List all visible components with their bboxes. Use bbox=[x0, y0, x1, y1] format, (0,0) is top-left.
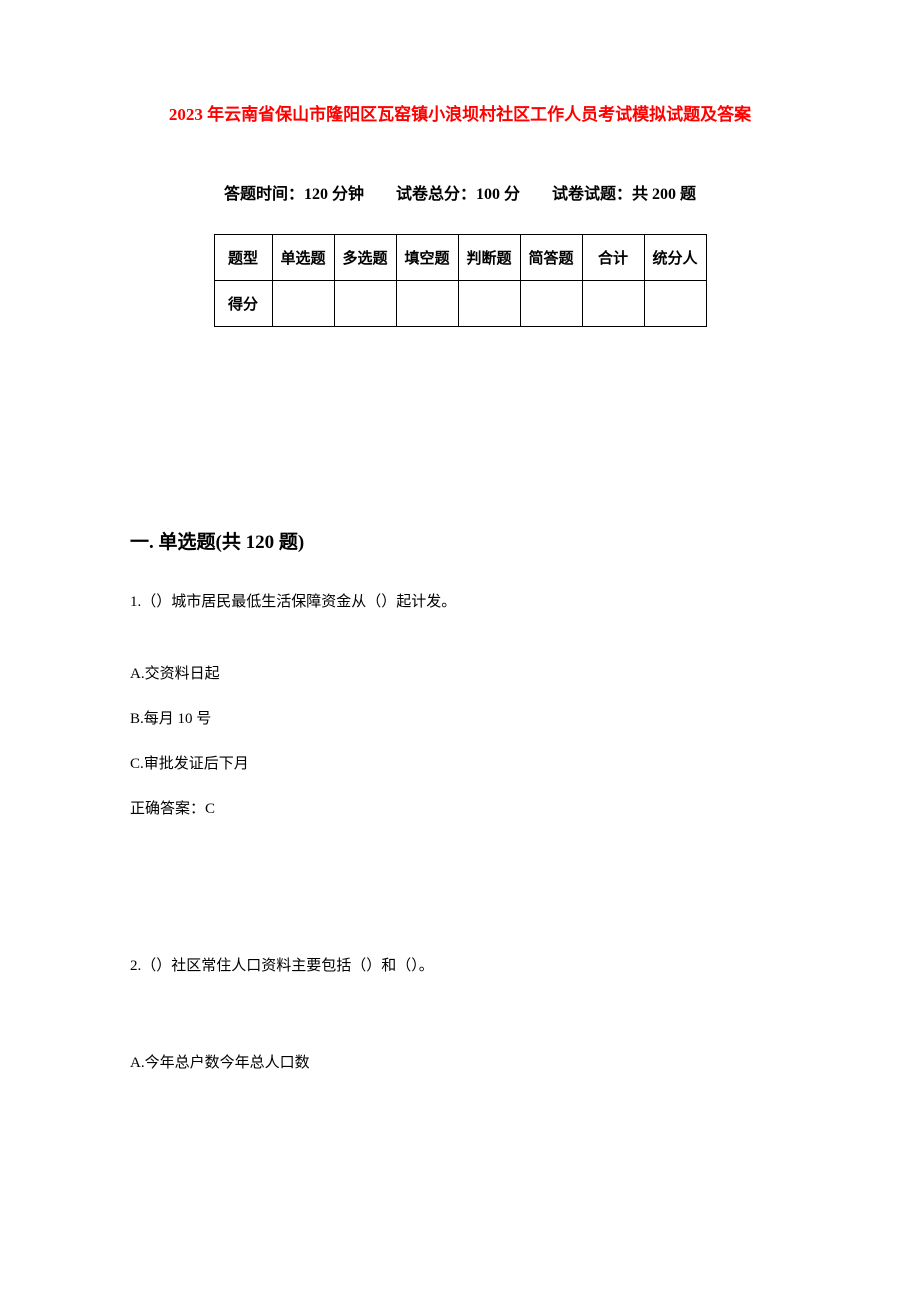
table-header-cell: 简答题 bbox=[520, 235, 582, 281]
score-table: 题型 单选题 多选题 填空题 判断题 简答题 合计 统分人 得分 bbox=[214, 234, 707, 327]
question-content: （）社区常住人口资料主要包括（）和（）。 bbox=[141, 958, 434, 974]
question-text: 2.（）社区常住人口资料主要包括（）和（）。 bbox=[130, 953, 790, 980]
question-number: 1. bbox=[130, 594, 141, 610]
option-text: 每月 10 号 bbox=[144, 711, 212, 727]
option-item: C.审批发证后下月 bbox=[130, 751, 790, 778]
option-text: 今年总户数今年总人口数 bbox=[145, 1055, 310, 1071]
document-subtitle: 答题时间：120 分钟 试卷总分：100 分 试卷试题：共 200 题 bbox=[130, 180, 790, 204]
table-score-row: 得分 bbox=[214, 281, 706, 327]
question-block: 2.（）社区常住人口资料主要包括（）和（）。 A.今年总户数今年总人口数 bbox=[130, 953, 790, 1077]
table-score-cell bbox=[272, 281, 334, 327]
answer-value: C bbox=[205, 801, 215, 817]
table-header-row: 题型 单选题 多选题 填空题 判断题 简答题 合计 统分人 bbox=[214, 235, 706, 281]
table-score-cell bbox=[396, 281, 458, 327]
table-header-cell: 填空题 bbox=[396, 235, 458, 281]
option-label: C. bbox=[130, 756, 144, 772]
option-text: 交资料日起 bbox=[145, 666, 220, 682]
option-item: A.交资料日起 bbox=[130, 661, 790, 688]
table-score-cell bbox=[334, 281, 396, 327]
table-score-label: 得分 bbox=[214, 281, 272, 327]
option-label: A. bbox=[130, 666, 145, 682]
question-text: 1.（）城市居民最低生活保障资金从（）起计发。 bbox=[130, 589, 790, 616]
option-text: 审批发证后下月 bbox=[144, 756, 249, 772]
option-label: A. bbox=[130, 1055, 145, 1071]
section-title: 一. 单选题(共 120 题) bbox=[130, 527, 790, 554]
table-header-cell: 统分人 bbox=[644, 235, 706, 281]
answer-line: 正确答案：C bbox=[130, 796, 790, 823]
option-item: B.每月 10 号 bbox=[130, 706, 790, 733]
table-header-cell: 单选题 bbox=[272, 235, 334, 281]
table-score-cell bbox=[582, 281, 644, 327]
option-item: A.今年总户数今年总人口数 bbox=[130, 1050, 790, 1077]
table-score-cell bbox=[520, 281, 582, 327]
question-number: 2. bbox=[130, 958, 141, 974]
table-header-cell: 多选题 bbox=[334, 235, 396, 281]
question-block: 1.（）城市居民最低生活保障资金从（）起计发。 A.交资料日起 B.每月 10 … bbox=[130, 589, 790, 823]
table-header-cell: 题型 bbox=[214, 235, 272, 281]
question-content: （）城市居民最低生活保障资金从（）起计发。 bbox=[141, 594, 456, 610]
document-title: 2023 年云南省保山市隆阳区瓦窑镇小浪坝村社区工作人员考试模拟试题及答案 bbox=[130, 100, 790, 125]
table-header-cell: 合计 bbox=[582, 235, 644, 281]
table-score-cell bbox=[644, 281, 706, 327]
answer-label: 正确答案： bbox=[130, 801, 205, 817]
table-score-cell bbox=[458, 281, 520, 327]
table-header-cell: 判断题 bbox=[458, 235, 520, 281]
option-label: B. bbox=[130, 711, 144, 727]
